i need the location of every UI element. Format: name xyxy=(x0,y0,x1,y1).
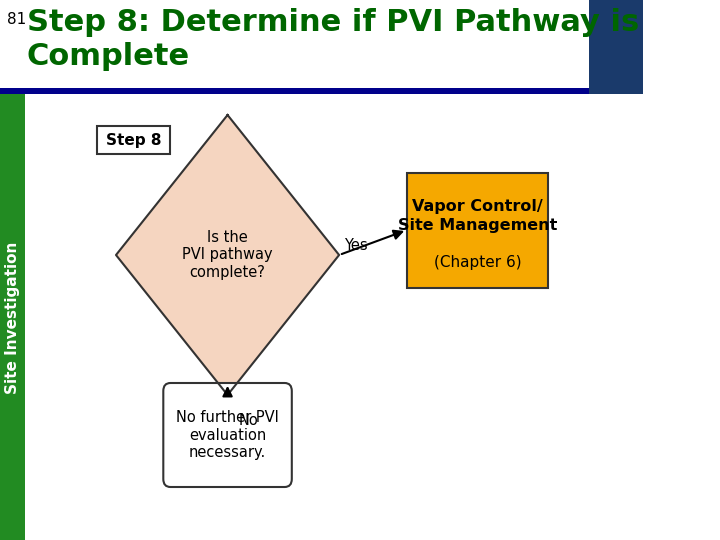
Text: Yes: Yes xyxy=(344,238,368,253)
Bar xyxy=(589,0,642,94)
Bar xyxy=(0,88,589,94)
Bar xyxy=(0,94,25,540)
Text: Is the
PVI pathway
complete?: Is the PVI pathway complete? xyxy=(182,230,273,280)
FancyBboxPatch shape xyxy=(163,383,292,487)
Bar xyxy=(407,172,548,287)
Text: No further PVI
evaluation
necessary.: No further PVI evaluation necessary. xyxy=(176,410,279,460)
Text: Step 8: Step 8 xyxy=(106,132,161,147)
Bar xyxy=(97,126,171,154)
Text: 81: 81 xyxy=(7,12,27,27)
Polygon shape xyxy=(116,115,339,395)
Text: No: No xyxy=(238,413,258,428)
Bar xyxy=(0,0,642,90)
Text: Step 8: Determine if PVI Pathway is
Complete: Step 8: Determine if PVI Pathway is Comp… xyxy=(27,8,639,71)
Text: Site Investigation: Site Investigation xyxy=(5,242,20,394)
Text: (Chapter 6): (Chapter 6) xyxy=(433,254,521,269)
Text: Vapor Control/
Site Management: Vapor Control/ Site Management xyxy=(397,199,557,233)
